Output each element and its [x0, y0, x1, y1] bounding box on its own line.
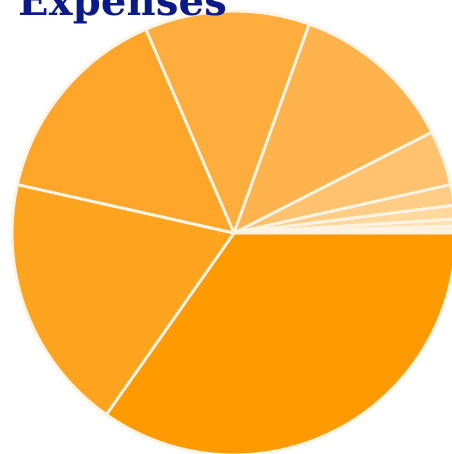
pie-slice-4	[144, 9, 311, 235]
pie-slice-7	[232, 183, 452, 235]
pie-slice-3	[15, 27, 236, 235]
pie-slice-9	[232, 217, 452, 235]
chart-title: Expenses	[18, 0, 227, 25]
pie-slice-8	[232, 203, 452, 235]
pie-slice-11	[232, 228, 452, 235]
pie-slice-2	[10, 183, 236, 417]
pie-slice-5	[232, 22, 434, 235]
pie-slice-1	[104, 231, 452, 454]
